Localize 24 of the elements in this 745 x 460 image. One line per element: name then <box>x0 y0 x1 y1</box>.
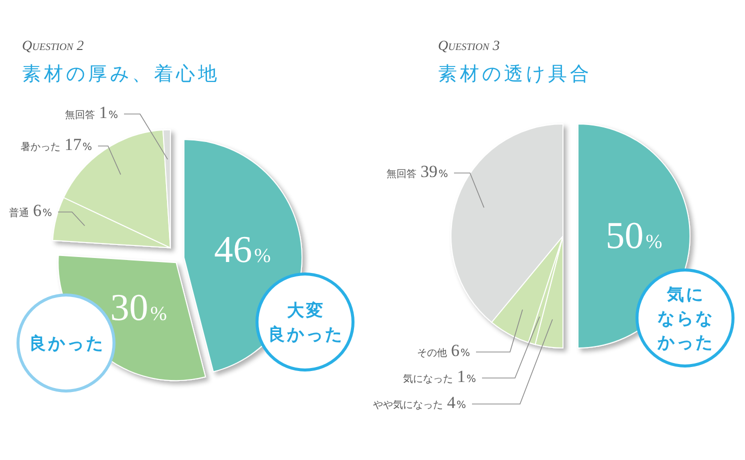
data-label: 50% <box>606 215 662 257</box>
slice-label: やや気になった <box>372 400 443 411</box>
data-label: 39% <box>420 162 448 181</box>
slice-label: 無回答 <box>386 168 416 180</box>
chart-subtitle: Question 3 <box>438 39 500 54</box>
chart-subtitle: Question 2 <box>22 39 84 54</box>
slice-label: 良かった <box>29 334 105 354</box>
data-label: 6% <box>32 201 52 220</box>
data-label: 46% <box>214 229 271 272</box>
slice-label: 気にならなかった <box>656 285 714 353</box>
data-label: 1% <box>98 103 118 122</box>
slice-label: 暑かった <box>20 142 60 153</box>
slice-label: 無回答 <box>64 109 95 121</box>
data-label: 1% <box>456 367 476 386</box>
slice-label: 大変良かった <box>268 301 344 345</box>
data-label: 17% <box>64 135 92 154</box>
chart-title: 素材の透け具合 <box>438 63 592 85</box>
chart-title: 素材の厚み、着心地 <box>22 63 220 85</box>
slice-label: その他 <box>416 347 447 359</box>
data-label: 6% <box>450 341 470 360</box>
slice-label: 気になった <box>402 374 453 385</box>
data-label: 4% <box>446 393 466 412</box>
data-label: 30% <box>110 287 167 330</box>
slice-label: 普通 <box>8 207 29 219</box>
